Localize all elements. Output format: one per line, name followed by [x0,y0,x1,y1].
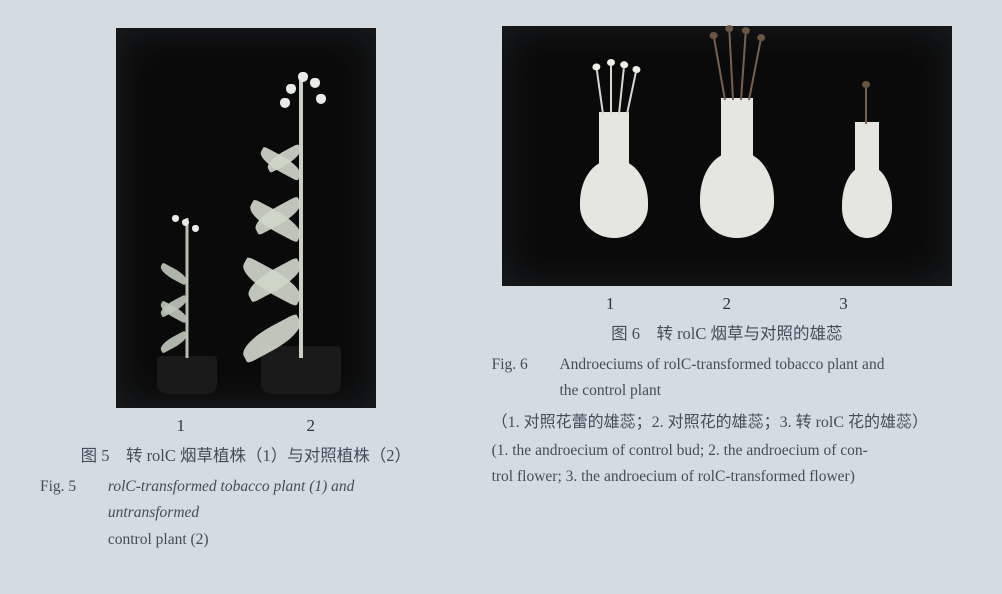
plant-1-transformed [152,204,222,394]
caption-line: rolC-transformed tobacco plant (1) and u… [108,478,355,521]
figure-5-photo [116,28,376,408]
caption-line: the control plant [559,382,661,399]
legend-line: trol flower; 3. the androecium of rolC-t… [492,468,855,485]
figure-6-column: 1 2 3 图 6 转 rolC 烟草与对照的雄蕊 Fig. 6 Androec… [492,20,962,491]
flower-icon [298,72,308,82]
anther-icon [862,81,870,88]
legend-line: (1. the androecium of control bud; 2. th… [492,442,868,459]
figure-5-cn-title: 图 5 转 rolC 烟草植株（1）与对照植株（2） [40,442,452,470]
androecium-1-control-bud [574,68,654,238]
tube-icon [599,112,629,168]
filament-icon [713,39,726,100]
figure-label: Fig. 5 [40,474,104,500]
filament-icon [728,32,734,100]
figure-6-cn-title: 图 6 转 rolC 烟草与对照的雄蕊 [492,320,962,348]
caption-body: rolC-transformed tobacco plant (1) and u… [108,474,438,553]
figure-5-caption: 图 5 转 rolC 烟草植株（1）与对照植株（2） Fig. 5 rolC-t… [40,442,452,553]
filament-icon [610,66,612,114]
specimen-number: 3 [839,294,848,314]
anther-icon [620,61,629,69]
figure-6-en-legend: (1. the androecium of control bud; 2. th… [492,438,962,491]
figure-label: Fig. 6 [492,352,556,378]
bulb-icon [580,160,648,238]
stem-icon [299,78,303,358]
flower-icon [172,215,179,222]
anther-icon [632,65,641,74]
figure-6-caption: 图 6 转 rolC 烟草与对照的雄蕊 Fig. 6 Androeciums o… [492,320,962,491]
bulb-icon [842,166,892,238]
anther-icon [741,27,749,35]
figure-6-cn-legend: （1. 对照花蕾的雄蕊；2. 对照花的雄蕊；3. 转 rolC 花的雄蕊） [492,409,962,436]
bulb-icon [700,152,774,238]
flower-icon [316,94,326,104]
page: 1 2 图 5 转 rolC 烟草植株（1）与对照植株（2） Fig. 5 ro… [0,0,1002,573]
anther-icon [607,59,615,66]
androecium-3-transformed [832,88,902,238]
figure-5-number-row: 1 2 [116,416,376,436]
androecium-2-control-flower [692,38,782,238]
anther-icon [725,25,733,32]
flower-icon [310,78,320,88]
filament-icon [626,73,637,114]
filament-icon [740,34,747,100]
filament-icon [596,70,604,114]
specimen-number: 1 [606,294,615,314]
filament-icon [618,68,625,114]
figure-6-en-caption: Fig. 6 Androeciums of rolC-transformed t… [492,352,962,405]
caption-line: control plant (2) [108,531,209,548]
flower-icon [280,98,290,108]
tube-icon [855,122,879,172]
specimen-number: 2 [307,416,316,436]
specimen-number: 1 [177,416,186,436]
figure-6-photo [502,26,952,286]
plant-2-control [246,54,356,394]
flower-icon [192,225,199,232]
caption-body: Androeciums of rolC-transformed tobacco … [559,352,949,405]
anther-icon [592,63,601,71]
filament-icon [865,88,867,124]
tube-icon [721,98,753,160]
anther-icon [709,31,718,39]
flower-icon [182,219,189,226]
filament-icon [748,41,761,100]
caption-line: Androeciums of rolC-transformed tobacco … [559,356,884,373]
flower-icon [286,84,296,94]
pot-icon [157,356,217,394]
figure-5-column: 1 2 图 5 转 rolC 烟草植株（1）与对照植株（2） Fig. 5 ro… [40,20,452,553]
figure-6-number-row: 1 2 3 [502,294,952,314]
anther-icon [756,33,765,41]
specimen-number: 2 [723,294,732,314]
figure-5-en-caption: Fig. 5 rolC-transformed tobacco plant (1… [40,474,452,553]
